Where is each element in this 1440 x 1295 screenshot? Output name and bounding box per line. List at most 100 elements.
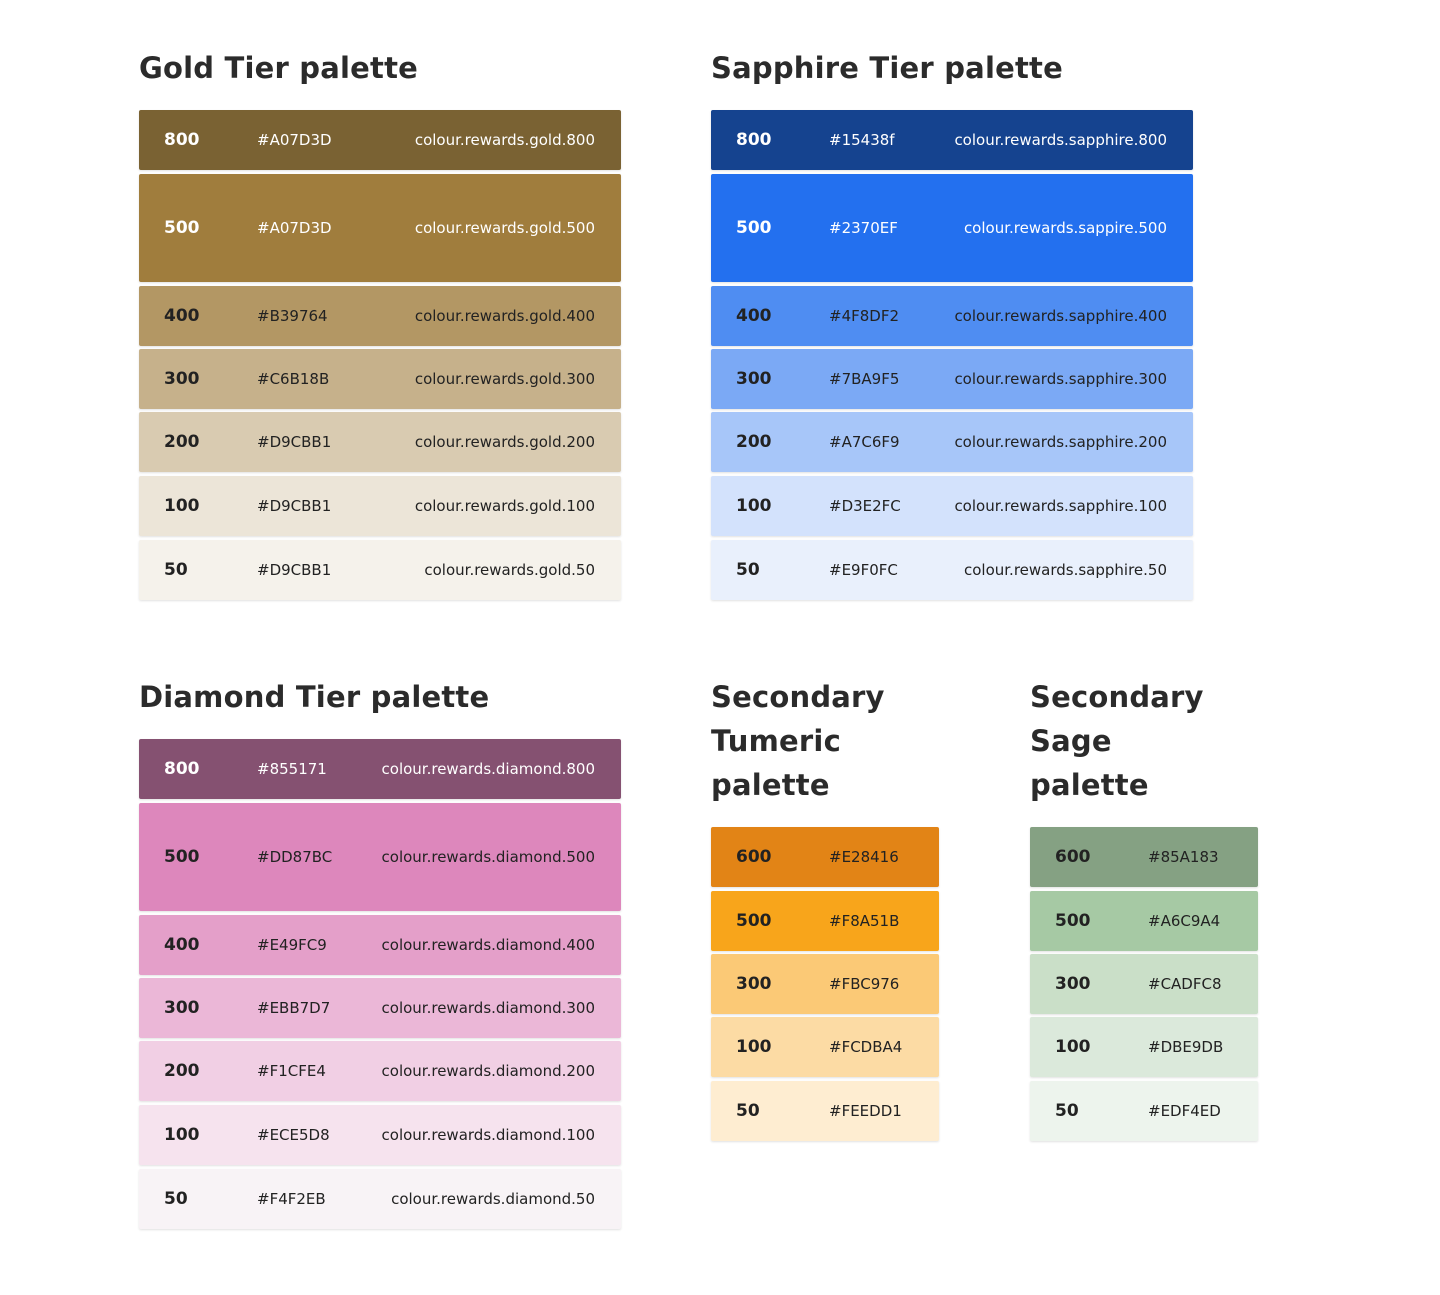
swatch-hex: #DD87BC: [257, 848, 333, 866]
swatch-step: 300: [1055, 974, 1091, 994]
swatch-token: colour.rewards.diamond.500: [381, 848, 595, 866]
swatch-token: colour.rewards.sapphire.50: [963, 561, 1167, 579]
swatch-hex: #15438f: [829, 131, 895, 149]
swatch-hex: #E28416: [829, 848, 899, 866]
gold-palette-title: Gold Tier palette: [139, 51, 419, 85]
gold-swatch-400: 400 #B39764 colour.rewards.gold.400: [139, 286, 621, 346]
sage-swatch-50: 50 #EDF4ED: [1030, 1081, 1258, 1141]
swatch-token: colour.rewards.sapphire.100: [954, 497, 1167, 515]
sapphire-palette: Sapphire Tier palette 800 #15438f colour…: [711, 46, 1193, 600]
swatch-token: colour.rewards.gold.400: [414, 307, 595, 325]
swatch-hex: #A7C6F9: [829, 433, 900, 451]
swatch-step: 400: [164, 306, 200, 326]
swatch-hex: #2370EF: [829, 219, 898, 237]
swatch-token: colour.rewards.diamond.200: [381, 1062, 595, 1080]
tumeric-palette-title: Secondary Tumeric palette: [711, 675, 885, 807]
tumeric-swatch-500: 500 #F8A51B: [711, 891, 939, 951]
swatch-token: colour.rewards.gold.300: [414, 370, 595, 388]
swatch-step: 400: [736, 306, 772, 326]
sage-palette: Secondary Sage palette 600 #85A183 500 #…: [1030, 675, 1258, 1141]
swatch-hex: #D9CBB1: [257, 497, 332, 515]
tumeric-swatch-100: 100 #FCDBA4: [711, 1017, 939, 1077]
swatch-hex: #FEEDD1: [829, 1102, 902, 1120]
swatch-hex: #D9CBB1: [257, 561, 332, 579]
title-line: palette: [1030, 768, 1149, 802]
swatch-step: 100: [164, 496, 200, 516]
swatch-step: 50: [164, 560, 188, 580]
swatch-token: colour.rewards.diamond.800: [381, 760, 595, 778]
swatch-step: 500: [1055, 911, 1091, 931]
tumeric-swatch-50: 50 #FEEDD1: [711, 1081, 939, 1141]
swatch-hex: #DBE9DB: [1148, 1038, 1224, 1056]
sage-swatch-500: 500 #A6C9A4: [1030, 891, 1258, 951]
diamond-swatch-200: 200 #F1CFE4 colour.rewards.diamond.200: [139, 1041, 621, 1101]
swatch-hex: #C6B18B: [257, 370, 330, 388]
diamond-swatch-800: 800 #855171 colour.rewards.diamond.800: [139, 739, 621, 799]
diamond-swatch-100: 100 #ECE5D8 colour.rewards.diamond.100: [139, 1105, 621, 1165]
swatch-hex: #E49FC9: [257, 936, 327, 954]
swatch-hex: #B39764: [257, 307, 328, 325]
swatch-step: 50: [164, 1189, 188, 1209]
swatch-step: 500: [736, 218, 772, 238]
swatch-hex: #ECE5D8: [257, 1126, 330, 1144]
swatch-hex: #EBB7D7: [257, 999, 331, 1017]
swatch-hex: #A07D3D: [257, 131, 332, 149]
swatch-step: 800: [164, 130, 200, 150]
tumeric-swatch-600: 600 #E28416: [711, 827, 939, 887]
swatch-token: colour.rewards.diamond.400: [381, 936, 595, 954]
diamond-swatch-500: 500 #DD87BC colour.rewards.diamond.500: [139, 803, 621, 911]
sapphire-swatch-300: 300 #7BA9F5 colour.rewards.sapphire.300: [711, 349, 1193, 409]
swatch-step: 100: [1055, 1037, 1091, 1057]
diamond-swatch-400: 400 #E49FC9 colour.rewards.diamond.400: [139, 915, 621, 975]
swatch-hex: #7BA9F5: [829, 370, 900, 388]
gold-swatch-800: 800 #A07D3D colour.rewards.gold.800: [139, 110, 621, 170]
tumeric-palette: Secondary Tumeric palette 600 #E28416 50…: [711, 675, 939, 1141]
title-line: Secondary: [711, 680, 885, 714]
sapphire-palette-title: Sapphire Tier palette: [711, 51, 1063, 85]
swatch-step: 200: [736, 432, 772, 452]
swatch-token: colour.rewards.sappire.500: [963, 219, 1167, 237]
swatch-step: 500: [164, 847, 200, 867]
swatch-token: colour.rewards.sapphire.800: [954, 131, 1167, 149]
title-line: palette: [711, 768, 830, 802]
sapphire-swatch-400: 400 #4F8DF2 colour.rewards.sapphire.400: [711, 286, 1193, 346]
sapphire-swatch-50: 50 #E9F0FC colour.rewards.sapphire.50: [711, 540, 1193, 600]
gold-swatch-500: 500 #A07D3D colour.rewards.gold.500: [139, 174, 621, 282]
sapphire-swatch-100: 100 #D3E2FC colour.rewards.sapphire.100: [711, 476, 1193, 536]
swatch-step: 600: [736, 847, 772, 867]
swatch-token: colour.rewards.sapphire.200: [954, 433, 1167, 451]
sage-swatch-100: 100 #DBE9DB: [1030, 1017, 1258, 1077]
swatch-token: colour.rewards.gold.800: [414, 131, 595, 149]
swatch-token: colour.rewards.diamond.100: [381, 1126, 595, 1144]
gold-palette: Gold Tier palette 800 #A07D3D colour.rew…: [139, 46, 621, 600]
swatch-step: 300: [164, 369, 200, 389]
swatch-hex: #A07D3D: [257, 219, 332, 237]
swatch-hex: #F4F2EB: [257, 1190, 326, 1208]
swatch-step: 300: [736, 369, 772, 389]
swatch-step: 100: [736, 1037, 772, 1057]
sapphire-swatch-500: 500 #2370EF colour.rewards.sappire.500: [711, 174, 1193, 282]
diamond-palette-title: Diamond Tier palette: [139, 680, 490, 714]
swatch-hex: #EDF4ED: [1148, 1102, 1221, 1120]
swatch-step: 200: [164, 432, 200, 452]
swatch-step: 500: [164, 218, 200, 238]
swatch-step: 600: [1055, 847, 1091, 867]
swatch-token: colour.rewards.diamond.50: [391, 1190, 595, 1208]
swatch-step: 200: [164, 1061, 200, 1081]
title-line: Secondary: [1030, 680, 1204, 714]
sapphire-swatch-800: 800 #15438f colour.rewards.sapphire.800: [711, 110, 1193, 170]
swatch-step: 50: [736, 560, 760, 580]
sage-swatch-300: 300 #CADFC8: [1030, 954, 1258, 1014]
title-line: Tumeric: [711, 724, 841, 758]
swatch-hex: #D3E2FC: [829, 497, 901, 515]
swatch-hex: #D9CBB1: [257, 433, 332, 451]
gold-swatch-100: 100 #D9CBB1 colour.rewards.gold.100: [139, 476, 621, 536]
tumeric-swatch-300: 300 #FBC976: [711, 954, 939, 1014]
gold-swatch-200: 200 #D9CBB1 colour.rewards.gold.200: [139, 412, 621, 472]
swatch-hex: #85A183: [1148, 848, 1219, 866]
gold-swatch-300: 300 #C6B18B colour.rewards.gold.300: [139, 349, 621, 409]
sapphire-swatch-200: 200 #A7C6F9 colour.rewards.sapphire.200: [711, 412, 1193, 472]
swatch-hex: #4F8DF2: [829, 307, 900, 325]
swatch-step: 50: [736, 1101, 760, 1121]
swatch-step: 400: [164, 935, 200, 955]
